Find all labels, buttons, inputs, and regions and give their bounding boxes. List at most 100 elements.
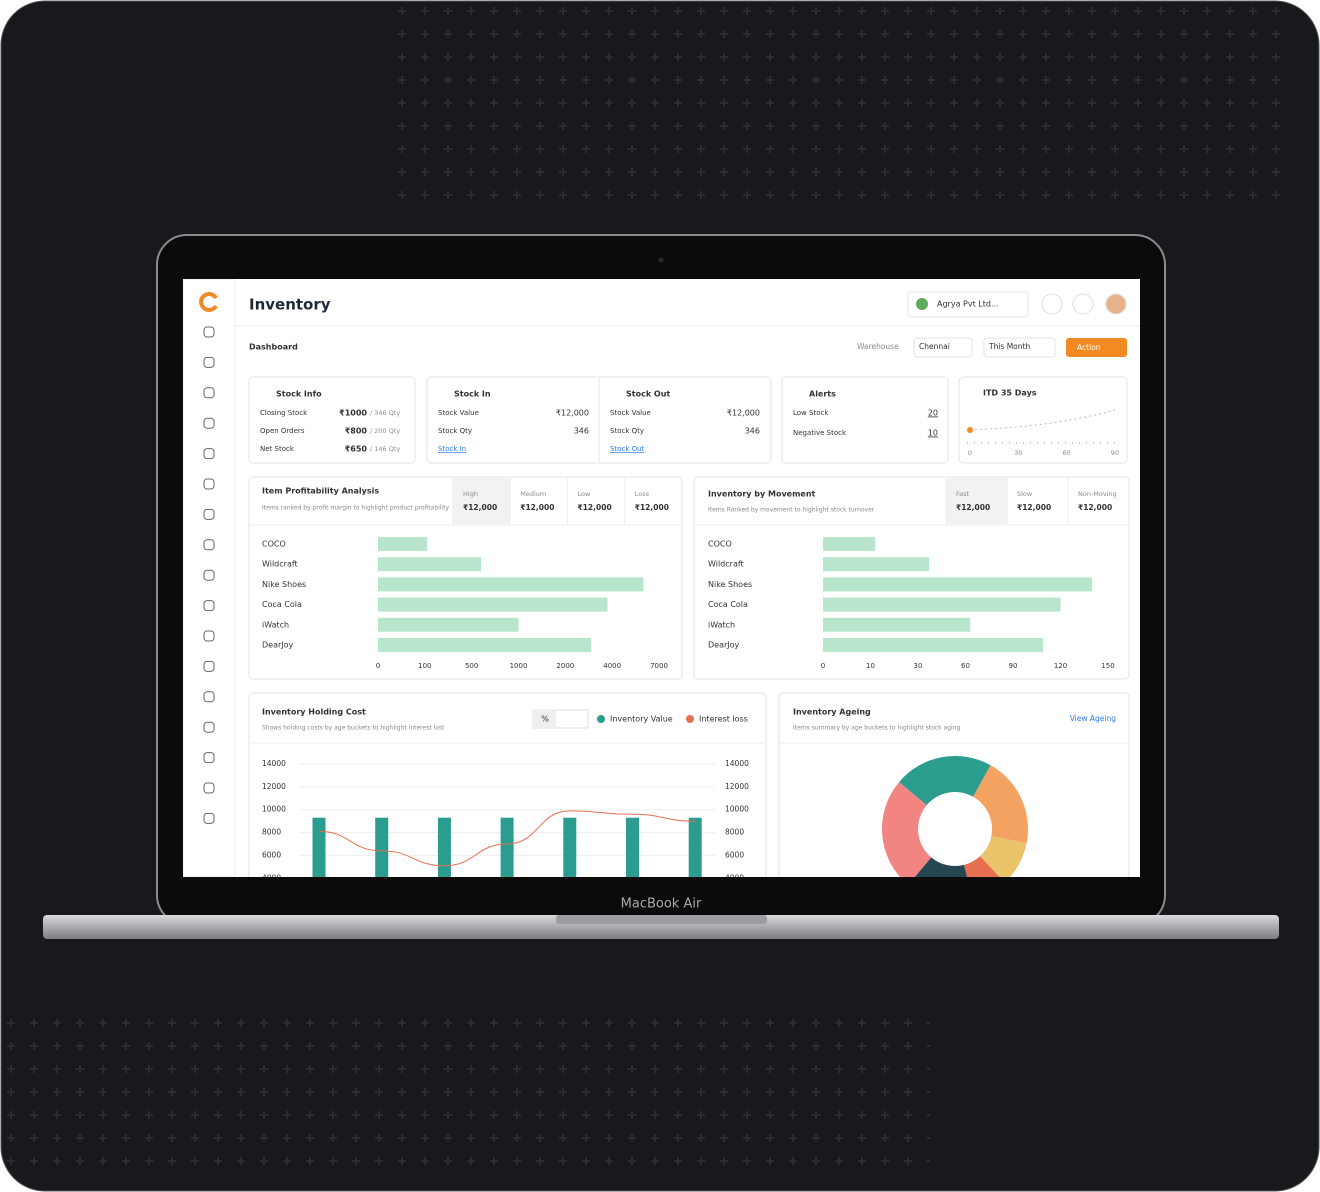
summary-value: ₹12,000 bbox=[520, 503, 554, 512]
section-title: Dashboard bbox=[249, 343, 298, 352]
chart-title: Inventory by Movement bbox=[708, 490, 816, 499]
nav-icon[interactable] bbox=[203, 387, 215, 399]
nav-icon[interactable] bbox=[203, 326, 215, 338]
nav-icon[interactable] bbox=[203, 417, 215, 429]
row-value: ₹12,000 bbox=[556, 409, 589, 418]
x-tick-label: 10 bbox=[866, 662, 875, 670]
notch bbox=[556, 915, 767, 924]
pattern bbox=[390, 0, 1290, 200]
x-tick-label: 90 bbox=[1009, 662, 1018, 670]
nav-icon[interactable] bbox=[203, 660, 215, 672]
summary-label: Loss bbox=[635, 490, 650, 498]
chart-subtitle: Items ranked by profit margin to highlig… bbox=[262, 505, 449, 512]
row-label: Low Stock bbox=[793, 409, 829, 417]
nav-icon[interactable] bbox=[203, 508, 215, 520]
nav-icon[interactable] bbox=[203, 539, 215, 551]
action-label: Action bbox=[1077, 343, 1101, 352]
card-title: Stock Info bbox=[276, 390, 322, 399]
bar bbox=[823, 557, 930, 572]
summary-value: ₹12,000 bbox=[635, 503, 669, 512]
x-tick-label: 500 bbox=[465, 662, 478, 670]
nav-icon[interactable] bbox=[203, 721, 215, 733]
category-label: Nike Shoes bbox=[262, 580, 306, 589]
avatar[interactable] bbox=[1105, 293, 1127, 315]
legend-dot bbox=[686, 715, 694, 723]
x-tick-label: 60 bbox=[961, 662, 970, 670]
bar bbox=[823, 617, 971, 632]
link[interactable]: Stock Out bbox=[610, 445, 645, 453]
link[interactable]: View Ageing bbox=[1070, 714, 1117, 723]
alert-value[interactable]: 10 bbox=[928, 429, 938, 438]
nav-icon[interactable] bbox=[203, 630, 215, 642]
action-button[interactable] bbox=[1066, 338, 1127, 357]
bar bbox=[823, 597, 1061, 612]
warehouse-label: Warehouse bbox=[857, 342, 899, 351]
notifications[interactable] bbox=[1072, 293, 1094, 315]
bar bbox=[823, 537, 876, 551]
nav-icon[interactable] bbox=[203, 356, 215, 368]
company-selector[interactable] bbox=[907, 291, 1029, 318]
bar bbox=[500, 817, 514, 877]
y2-tick-label: 8000 bbox=[725, 828, 744, 837]
sparkline-dot bbox=[967, 427, 973, 433]
row-qty: / 346 Qty bbox=[370, 409, 400, 417]
row-value: ₹650 bbox=[345, 445, 368, 454]
card-title: Alerts bbox=[809, 390, 836, 399]
card bbox=[248, 376, 416, 464]
x-tick-label: 100 bbox=[418, 662, 431, 670]
nav-icon[interactable] bbox=[203, 691, 215, 703]
bar bbox=[375, 817, 389, 877]
x-tick-label: 120 bbox=[1054, 662, 1067, 670]
nav-icon[interactable] bbox=[203, 752, 215, 764]
donut-slice bbox=[899, 755, 991, 806]
toggle-active bbox=[533, 710, 556, 728]
warehouse-select[interactable] bbox=[913, 337, 973, 358]
mini-tick: 60 bbox=[1062, 449, 1070, 457]
summary-value: ₹12,000 bbox=[463, 503, 497, 512]
mini-tick: 90 bbox=[1111, 449, 1119, 457]
bar bbox=[563, 817, 577, 877]
y-tick-label: 10000 bbox=[262, 805, 286, 814]
chart-subtitle: Items summary by age buckets to highligh… bbox=[793, 725, 961, 732]
row-value: ₹800 bbox=[345, 427, 368, 436]
chart-title: Item Profitability Analysis bbox=[262, 487, 379, 496]
logo bbox=[199, 292, 218, 312]
y2-tick-label: 4000 bbox=[725, 873, 744, 882]
y2-tick-label: 10000 bbox=[725, 805, 749, 814]
period-select[interactable] bbox=[983, 337, 1056, 358]
nav-icon[interactable] bbox=[203, 569, 215, 581]
x-tick-label: 1000 bbox=[510, 662, 528, 670]
search[interactable] bbox=[1041, 293, 1063, 315]
category-label: COCO bbox=[708, 540, 732, 549]
donut-slice bbox=[973, 765, 1028, 844]
x-tick-label: 2000 bbox=[556, 662, 574, 670]
summary-value: ₹12,000 bbox=[578, 503, 612, 512]
camera bbox=[658, 257, 664, 263]
category-label: Coca Cola bbox=[708, 600, 748, 609]
card-title: ITD 35 Days bbox=[983, 389, 1037, 398]
link[interactable]: Stock In bbox=[438, 445, 466, 453]
category-label: DearJoy bbox=[708, 641, 740, 650]
alert-value[interactable]: 20 bbox=[928, 409, 938, 418]
nav-icon[interactable] bbox=[203, 812, 215, 824]
bar bbox=[823, 577, 1093, 592]
nav-icon[interactable] bbox=[203, 782, 215, 794]
summary-value: ₹12,000 bbox=[956, 503, 990, 512]
chart-title: Inventory Holding Cost bbox=[262, 708, 366, 717]
bar bbox=[437, 817, 451, 877]
legend-dot bbox=[597, 715, 605, 723]
chart-subtitle: Shows holding costs by age buckets to hi… bbox=[262, 725, 445, 732]
bar bbox=[312, 817, 326, 877]
bar bbox=[378, 577, 644, 592]
summary-label: Slow bbox=[1017, 490, 1033, 498]
warehouse: Chennai bbox=[919, 342, 950, 351]
nav-icon[interactable] bbox=[203, 448, 215, 460]
bar bbox=[378, 597, 608, 612]
summary-label: Non-Moving bbox=[1078, 490, 1117, 498]
summary-label: High bbox=[463, 490, 478, 498]
nav-icon[interactable] bbox=[203, 600, 215, 612]
nav-icon[interactable] bbox=[203, 478, 215, 490]
category-label: Coca Cola bbox=[262, 600, 302, 609]
y-tick-label: 14000 bbox=[262, 759, 286, 768]
legend-label: Interest loss bbox=[699, 715, 748, 724]
